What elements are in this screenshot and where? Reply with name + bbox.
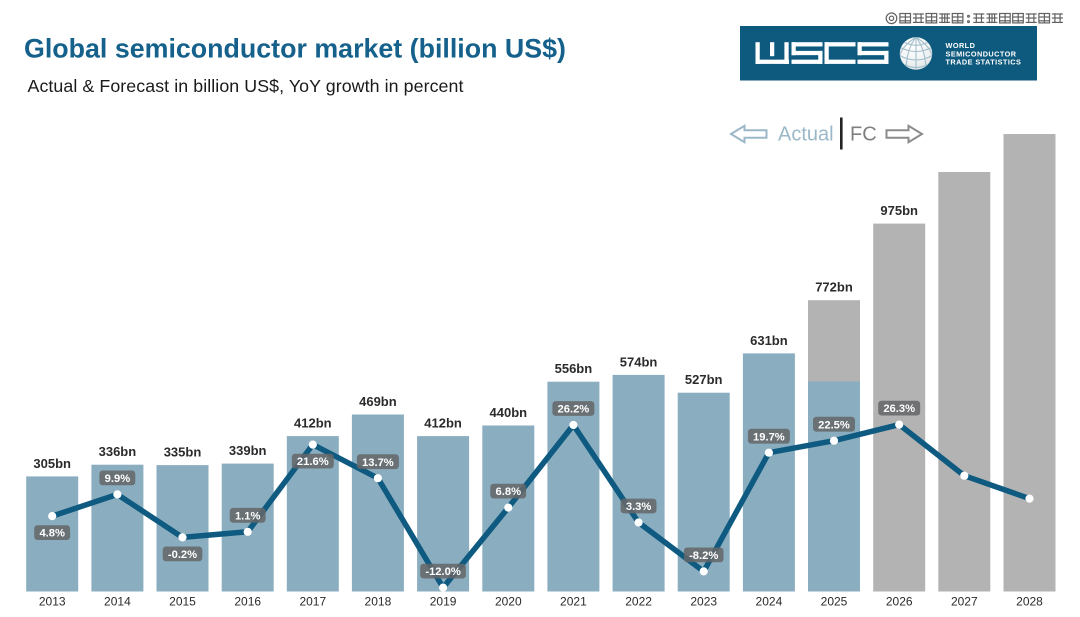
svg-text:412bn: 412bn: [294, 416, 332, 431]
svg-text:2023: 2023: [690, 595, 717, 609]
svg-text:2018: 2018: [365, 595, 392, 609]
svg-text:2013: 2013: [39, 595, 66, 609]
svg-text:WORLD: WORLD: [946, 41, 976, 50]
svg-text:2027: 2027: [951, 595, 978, 609]
svg-text:305bn: 305bn: [33, 456, 71, 471]
svg-text:26.2%: 26.2%: [558, 404, 590, 416]
svg-text:9.9%: 9.9%: [105, 473, 131, 485]
svg-text:772bn: 772bn: [815, 280, 853, 295]
svg-text:469bn: 469bn: [359, 394, 397, 409]
svg-text:FC: FC: [850, 124, 877, 146]
svg-text:2021: 2021: [560, 595, 587, 609]
svg-text:21.6%: 21.6%: [297, 456, 329, 468]
svg-text:336bn: 336bn: [99, 444, 137, 459]
svg-text:527bn: 527bn: [685, 372, 723, 387]
svg-text:TRADE STATISTICS: TRADE STATISTICS: [946, 58, 1022, 67]
svg-text:Actual & Forecast in billion U: Actual & Forecast in billion US$, YoY gr…: [28, 76, 464, 96]
svg-text:19.7%: 19.7%: [753, 431, 785, 443]
svg-text:6.8%: 6.8%: [496, 486, 522, 498]
svg-text:-0.2%: -0.2%: [168, 549, 197, 561]
svg-text:13.7%: 13.7%: [362, 457, 394, 469]
svg-text:574bn: 574bn: [620, 354, 658, 369]
svg-text:2019: 2019: [430, 595, 457, 609]
svg-text:26.3%: 26.3%: [883, 403, 915, 415]
svg-text:2028: 2028: [1016, 595, 1043, 609]
svg-text:335bn: 335bn: [164, 445, 202, 460]
svg-text:2020: 2020: [495, 595, 522, 609]
svg-text:975bn: 975bn: [880, 203, 918, 218]
svg-text:2022: 2022: [625, 595, 652, 609]
svg-text:22.5%: 22.5%: [818, 419, 850, 431]
svg-text:631bn: 631bn: [750, 333, 788, 348]
svg-text:Actual: Actual: [778, 124, 834, 146]
svg-text:339bn: 339bn: [229, 443, 267, 458]
svg-text:1.1%: 1.1%: [235, 510, 261, 522]
svg-text:2024: 2024: [756, 595, 783, 609]
svg-text:3.3%: 3.3%: [626, 501, 652, 513]
svg-text:2015: 2015: [169, 595, 196, 609]
svg-text:-8.2%: -8.2%: [689, 550, 718, 562]
svg-text:SEMICONDUCTOR: SEMICONDUCTOR: [946, 49, 1017, 58]
svg-text:2026: 2026: [886, 595, 913, 609]
svg-text:440bn: 440bn: [490, 405, 528, 420]
svg-text:556bn: 556bn: [555, 361, 593, 376]
svg-text:4.8%: 4.8%: [39, 528, 65, 540]
svg-text:2016: 2016: [234, 595, 261, 609]
svg-text:Global semiconductor market (b: Global semiconductor market (billion US$…: [24, 34, 566, 64]
svg-text:2014: 2014: [104, 595, 131, 609]
svg-text:2025: 2025: [821, 595, 848, 609]
svg-text:2017: 2017: [299, 595, 326, 609]
svg-text:412bn: 412bn: [424, 416, 462, 431]
svg-text:-12.0%: -12.0%: [425, 566, 460, 578]
